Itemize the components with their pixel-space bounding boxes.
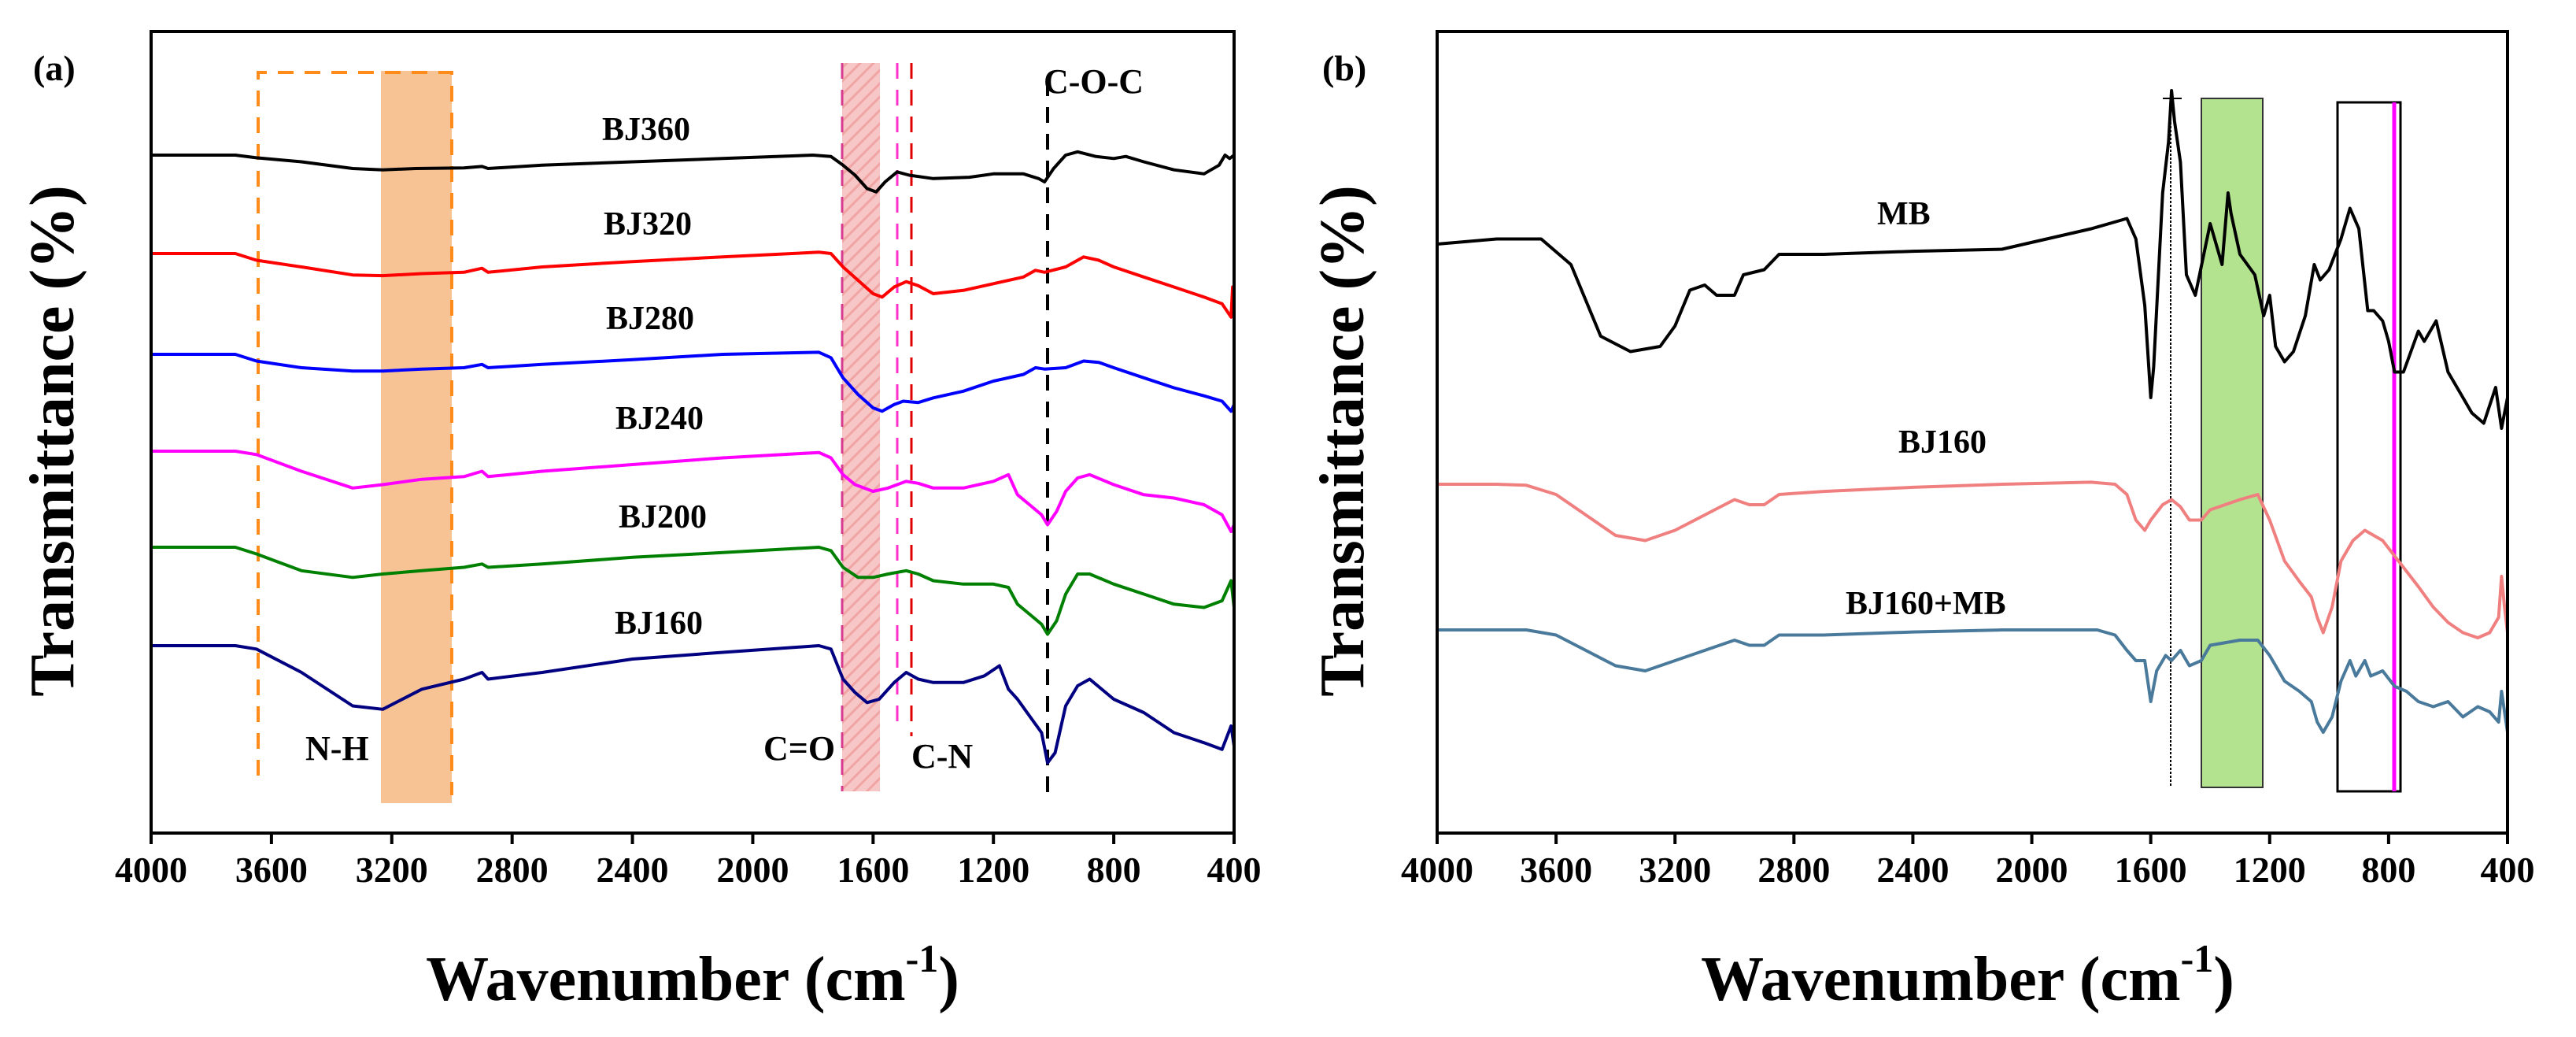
label-bj160-b: BJ160 (1898, 424, 1987, 461)
x-tick-label: 3600 (235, 850, 308, 890)
panel-a-x-axis-title-main: Wavenumber (cm (426, 945, 906, 1014)
annotation-cn: C-N (911, 737, 973, 776)
label-bj200: BJ200 (619, 499, 707, 535)
x-tick-label: 2000 (716, 850, 789, 890)
annotation-nh: N-H (305, 729, 369, 768)
x-tick-label: 2400 (597, 850, 669, 890)
x-tick-label: 1200 (957, 850, 1029, 890)
x-tick-label: 800 (2361, 850, 2415, 890)
series-line-bj280 (151, 350, 1236, 413)
x-tick-label: 4000 (1401, 850, 1473, 890)
x-tick-label: 3200 (1639, 850, 1711, 890)
x-tick-label: 1200 (2234, 850, 2306, 890)
x-tick-label: 2800 (476, 850, 549, 890)
x-tick-label: 400 (1207, 850, 1262, 890)
panel-b-x-axis-title-sup: -1 (2181, 936, 2214, 980)
series-line-bj160-mb (1437, 628, 2509, 734)
series-line-bj360 (151, 150, 1236, 194)
series-line-bj160 (151, 644, 1236, 765)
label-bj320: BJ320 (604, 206, 692, 243)
panel-a-ticks: 4000 3600 3200 2800 2400 2000 1600 1200 800 400 (115, 833, 1262, 890)
series-line-mb (1436, 89, 2509, 430)
x-tick-label: 400 (2481, 850, 2535, 890)
black-box-highlight (2336, 101, 2402, 793)
series-line-bj240 (151, 450, 1236, 533)
series-line-bj160 (1437, 480, 2509, 639)
panel-a-x-axis-title-sup: -1 (906, 936, 939, 980)
series-line-bj200 (151, 546, 1236, 636)
x-tick-label: 2400 (1876, 850, 1949, 890)
annotation-coc: C-O-C (1044, 62, 1144, 101)
panel-a-x-axis-title: Wavenumber (cm-1) (426, 936, 959, 1014)
label-bj240: BJ240 (615, 401, 704, 437)
panel-b: (b) MB BJ160 BJ160+MB 4000 3600 3200 2800 24… (1308, 30, 2535, 1014)
label-bj360: BJ360 (602, 112, 690, 148)
panel-b-ticks: 4000 3600 3200 2800 2400 2000 1600 1200 800 400 (1401, 833, 2535, 890)
panel-b-x-axis-title-main: Wavenumber (cm (1701, 945, 2181, 1014)
co-band-highlight (842, 63, 880, 791)
x-tick-label: 4000 (115, 850, 187, 890)
label-bj280: BJ280 (606, 301, 694, 337)
panel-a-y-axis-title: Transmittance (%) (18, 185, 87, 697)
annotation-co: C=O (763, 729, 835, 768)
panel-b-frame (1436, 30, 2509, 835)
panel-b-x-axis-title: Wavenumber (cm-1) (1701, 936, 2234, 1014)
panel-a-series (151, 150, 1236, 765)
x-tick-label: 800 (1087, 850, 1141, 890)
label-bj160-a: BJ160 (615, 606, 703, 642)
panel-a-label: (a) (33, 48, 76, 88)
nh-dashed-bracket (257, 71, 453, 795)
label-mb: MB (1877, 196, 1931, 232)
panel-a-frame (150, 30, 1236, 835)
x-tick-label: 1600 (2115, 850, 2187, 890)
panel-b-y-axis-title: Transmittance (%) (1308, 185, 1377, 697)
x-tick-label: 2800 (1757, 850, 1830, 890)
nh-band-highlight (381, 71, 452, 803)
panel-b-series (1436, 89, 2509, 734)
x-tick-label: 3600 (1520, 850, 1592, 890)
series-line-bj320 (151, 250, 1236, 319)
panel-b-label: (b) (1322, 48, 1366, 88)
green-band-highlight (2201, 98, 2263, 787)
x-tick-label: 2000 (1996, 850, 2068, 890)
panel-a: (a) BJ360 BJ320 BJ280 BJ240 BJ200 BJ160 … (18, 30, 1262, 1014)
label-bj160-mb: BJ160+MB (1846, 586, 2006, 622)
panel-b-x-axis-title-close: ) (2213, 945, 2234, 1014)
panel-a-x-axis-title-close: ) (938, 945, 959, 1014)
x-tick-label: 3200 (356, 850, 428, 890)
x-tick-label: 1600 (837, 850, 909, 890)
green-band-border (2201, 98, 2264, 788)
